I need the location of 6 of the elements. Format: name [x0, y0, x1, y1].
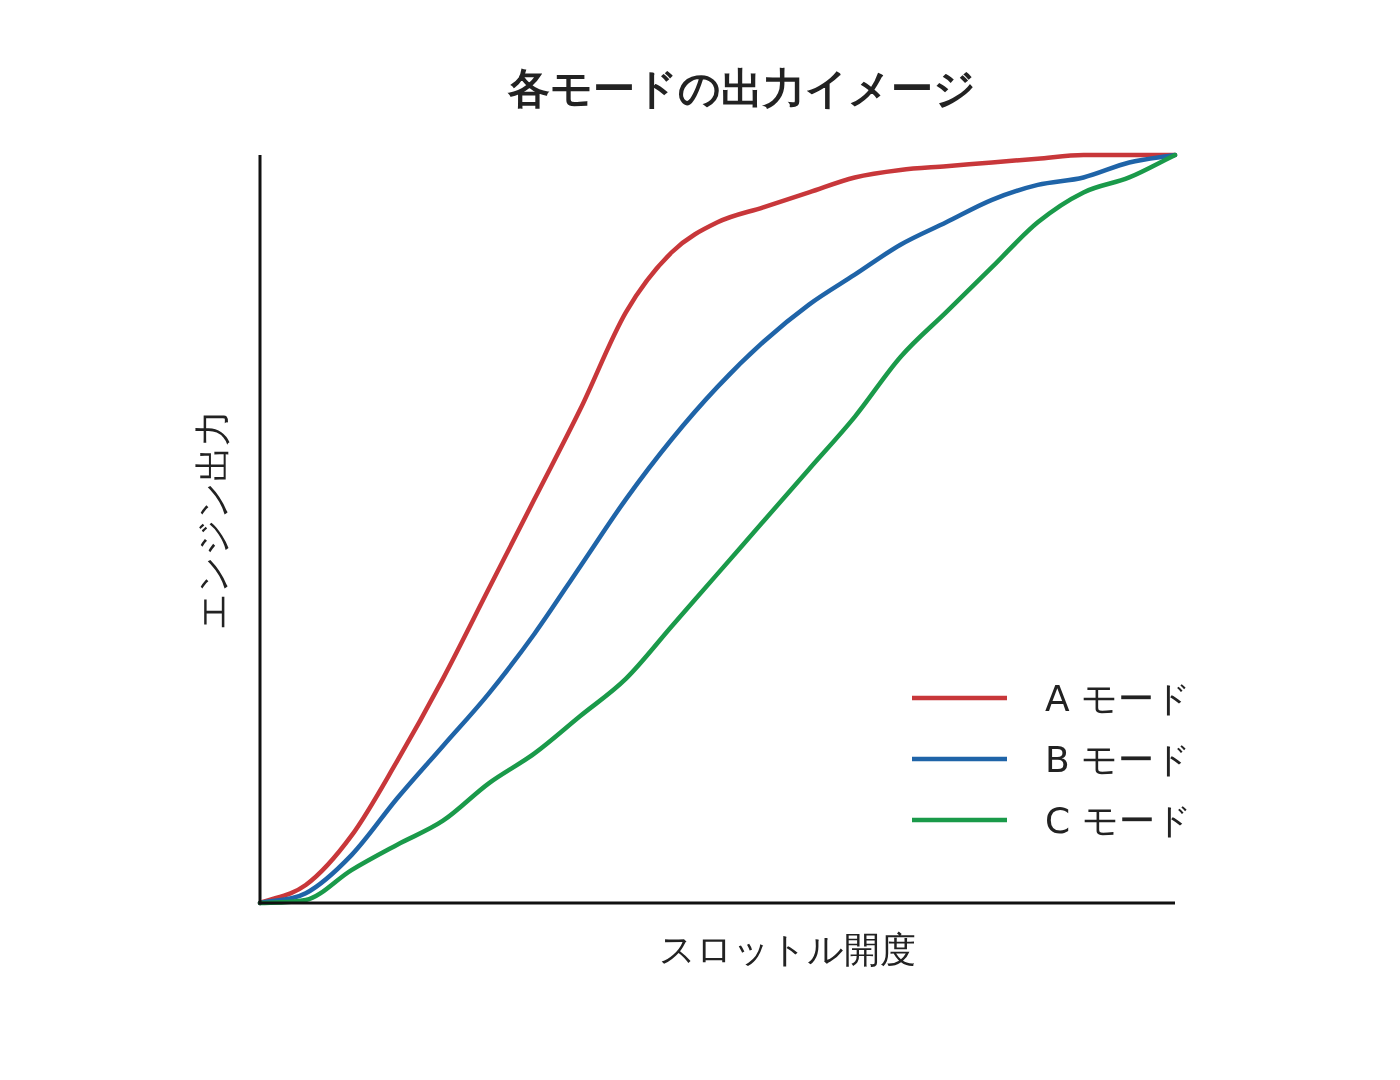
- chart-title: 各モードの出力イメージ: [507, 64, 976, 113]
- y-axis-title: エンジン出力: [192, 410, 233, 630]
- legend-label: A モード: [1045, 678, 1192, 719]
- x-axis-title: スロットル開度: [658, 929, 916, 970]
- legend-label: B モード: [1045, 739, 1192, 780]
- legend-label: C モード: [1045, 800, 1192, 841]
